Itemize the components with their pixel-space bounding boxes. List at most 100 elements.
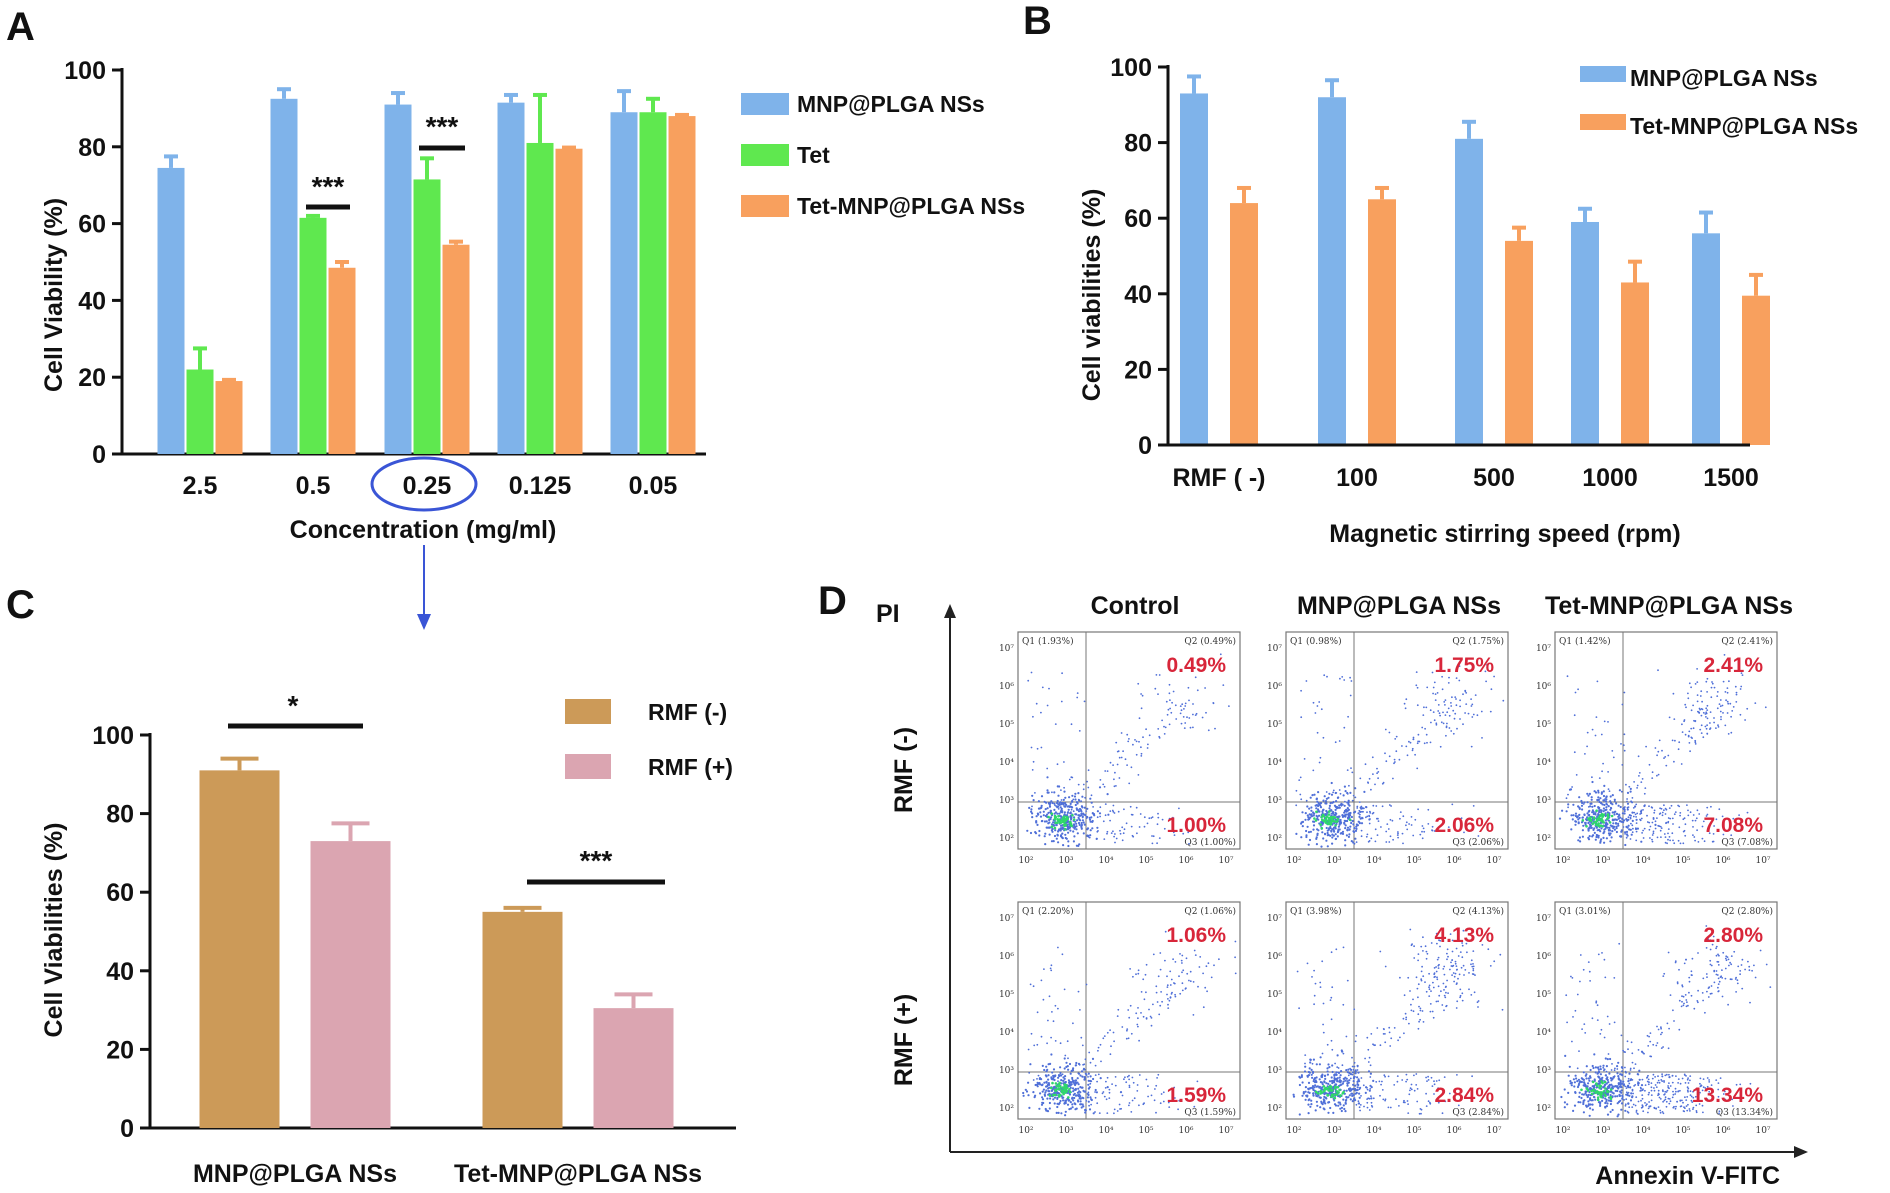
chart-d-scatter-point [1330,951,1333,954]
chart-d-scatter-point [1415,1073,1418,1075]
chart-d-scatter-point [1194,676,1197,679]
chart-d-scatter-point [1316,705,1319,707]
chart-d-scatter-point [1318,761,1321,764]
chart-d-scatter-point [1064,1110,1067,1113]
chart-d-scatter-point [1096,816,1099,819]
chart-d-scatter-point [1073,816,1076,819]
chart-d-scatter-point [1587,794,1590,797]
chart-d-scatter-point [1089,820,1092,823]
chart-d-scatter-point [1068,1062,1072,1066]
chart-d-scatter-point [1410,1009,1413,1012]
chart-d-scatter-point [1627,1080,1630,1083]
chart-d-scatter-point [1685,1105,1688,1107]
chart-d-scatter-point [1665,1073,1668,1076]
chart-d-scatter-points [1022,930,1237,1117]
chart-d-scatter-point [1089,1061,1092,1064]
chart-d-scatter-point [1130,766,1133,769]
chart-d-scatter-point [1701,825,1704,828]
chart-d-scatter-point [1649,1040,1652,1043]
chart-d-scatter-point [1558,817,1562,820]
chart-d-scatter-point [1124,758,1127,761]
chart-d-scatter-point [1070,776,1073,779]
chart-d-scatter-point [1315,836,1318,839]
chart-d-scatter-point [1046,789,1049,792]
chart-d-scatter-point [1485,680,1487,683]
chart-d-scatter-point [1710,686,1713,689]
chart-d-scatter-point [1384,1099,1386,1102]
chart-d-scatter-point [1585,825,1588,828]
chart-d-scatter-point [1058,1074,1061,1078]
chart-d-scatter-point [1642,837,1645,839]
chart-d-scatter-point [1625,1087,1628,1089]
chart-d-scatter-point [1586,792,1589,795]
chart-d-scatter-point [1625,783,1627,786]
chart-d-scatter-point [1651,777,1654,779]
chart-d-scatter-point [1356,807,1359,809]
chart-d-scatter-point [1584,753,1586,755]
chart-d-scatter-point [1171,701,1173,704]
chart-d-scatter-point [1322,1107,1325,1110]
chart-d-scatter-point [1499,953,1502,956]
chart-d-scatter-point [1652,832,1655,835]
chart-d-scatter-point [1053,1078,1056,1081]
chart-d-scatter-point [1617,804,1620,807]
chart-d-scatter-point [1663,1099,1666,1102]
chart-d-scatter-point [1424,945,1427,948]
chart-d-scatter-point [1390,805,1392,807]
chart-d-scatter-point [1174,704,1177,707]
chart-d-scatter-point [1425,990,1428,993]
chart-d-scatter-point [1116,1015,1119,1017]
chart-d-scatter-point [1734,978,1737,980]
chart-d-scatter-point [1454,972,1457,975]
chart-d-scatter-point [1630,833,1633,836]
chart-d-scatter-point [1624,1075,1627,1078]
chart-d-scatter-point [1339,1074,1342,1077]
chart-d-scatter-point [1338,789,1341,791]
chart-d-scatter-point [1316,804,1319,807]
chart-d-scatter-point [1669,1100,1672,1103]
chart-d-scatter-point [1654,820,1657,823]
chart-d-scatter-point [1146,822,1149,825]
chart-d-scatter-point [1749,1082,1752,1085]
chart-d-scatter-point [1349,811,1352,815]
chart-d-scatter-point [1050,1089,1053,1092]
chart-d-q3-percent: 1.59% [1166,1084,1226,1107]
chart-d-scatter-point [1145,728,1147,731]
chart-d-scatter-point [1653,1107,1656,1110]
chart-d-scatter-point [1655,1044,1658,1047]
chart-d-scatter-point [1461,944,1464,947]
chart-d-scatter-point [1592,1089,1595,1093]
chart-d-scatter-point [1050,800,1053,803]
chart-d-scatter-point [1052,1098,1055,1101]
chart-d-scatter-point [1724,691,1727,693]
chart-d-scatter-point [1577,839,1580,842]
chart-d-scatter-point [1292,1093,1295,1096]
chart-d-scatter-point [1303,1070,1307,1073]
chart-d-scatter-point [1686,1096,1689,1098]
chart-b-ytick-label: 100 [1110,54,1152,82]
chart-d-scatter-point [1659,1098,1662,1100]
chart-d-scatter-point [1667,1085,1669,1087]
chart-d-scatter-point [1652,830,1655,833]
chart-d-scatter-point [1327,1111,1330,1114]
chart-d-scatter-point [1591,780,1594,784]
chart-d-scatter-point [1037,1074,1040,1077]
chart-d-scatter-point [1673,1020,1675,1022]
chart-d-scatter-point [1041,1083,1044,1086]
chart-d-scatter-point [1589,1097,1592,1100]
chart-d-scatter-point [1315,1063,1318,1066]
chart-d-y-tick-label: 10⁵ [1267,720,1282,730]
chart-d-scatter-point [1579,840,1582,843]
chart-d-scatter-point [1450,961,1452,964]
chart-d-scatter-point [1346,828,1349,832]
chart-d-scatter-point [1605,796,1608,799]
chart-d-scatter-point [1724,957,1727,960]
chart-d-scatter-point [1184,722,1187,724]
chart-d-scatter-point [1608,790,1611,792]
chart-d-scatter-point [1193,1105,1196,1108]
chart-d-x-tick-label: 10⁵ [1406,1126,1421,1136]
chart-d-scatter-point [1319,756,1322,759]
chart-d-scatter-point [1128,1084,1131,1087]
chart-d-scatter-point [1634,805,1637,808]
chart-d-scatter-point [1155,985,1158,988]
